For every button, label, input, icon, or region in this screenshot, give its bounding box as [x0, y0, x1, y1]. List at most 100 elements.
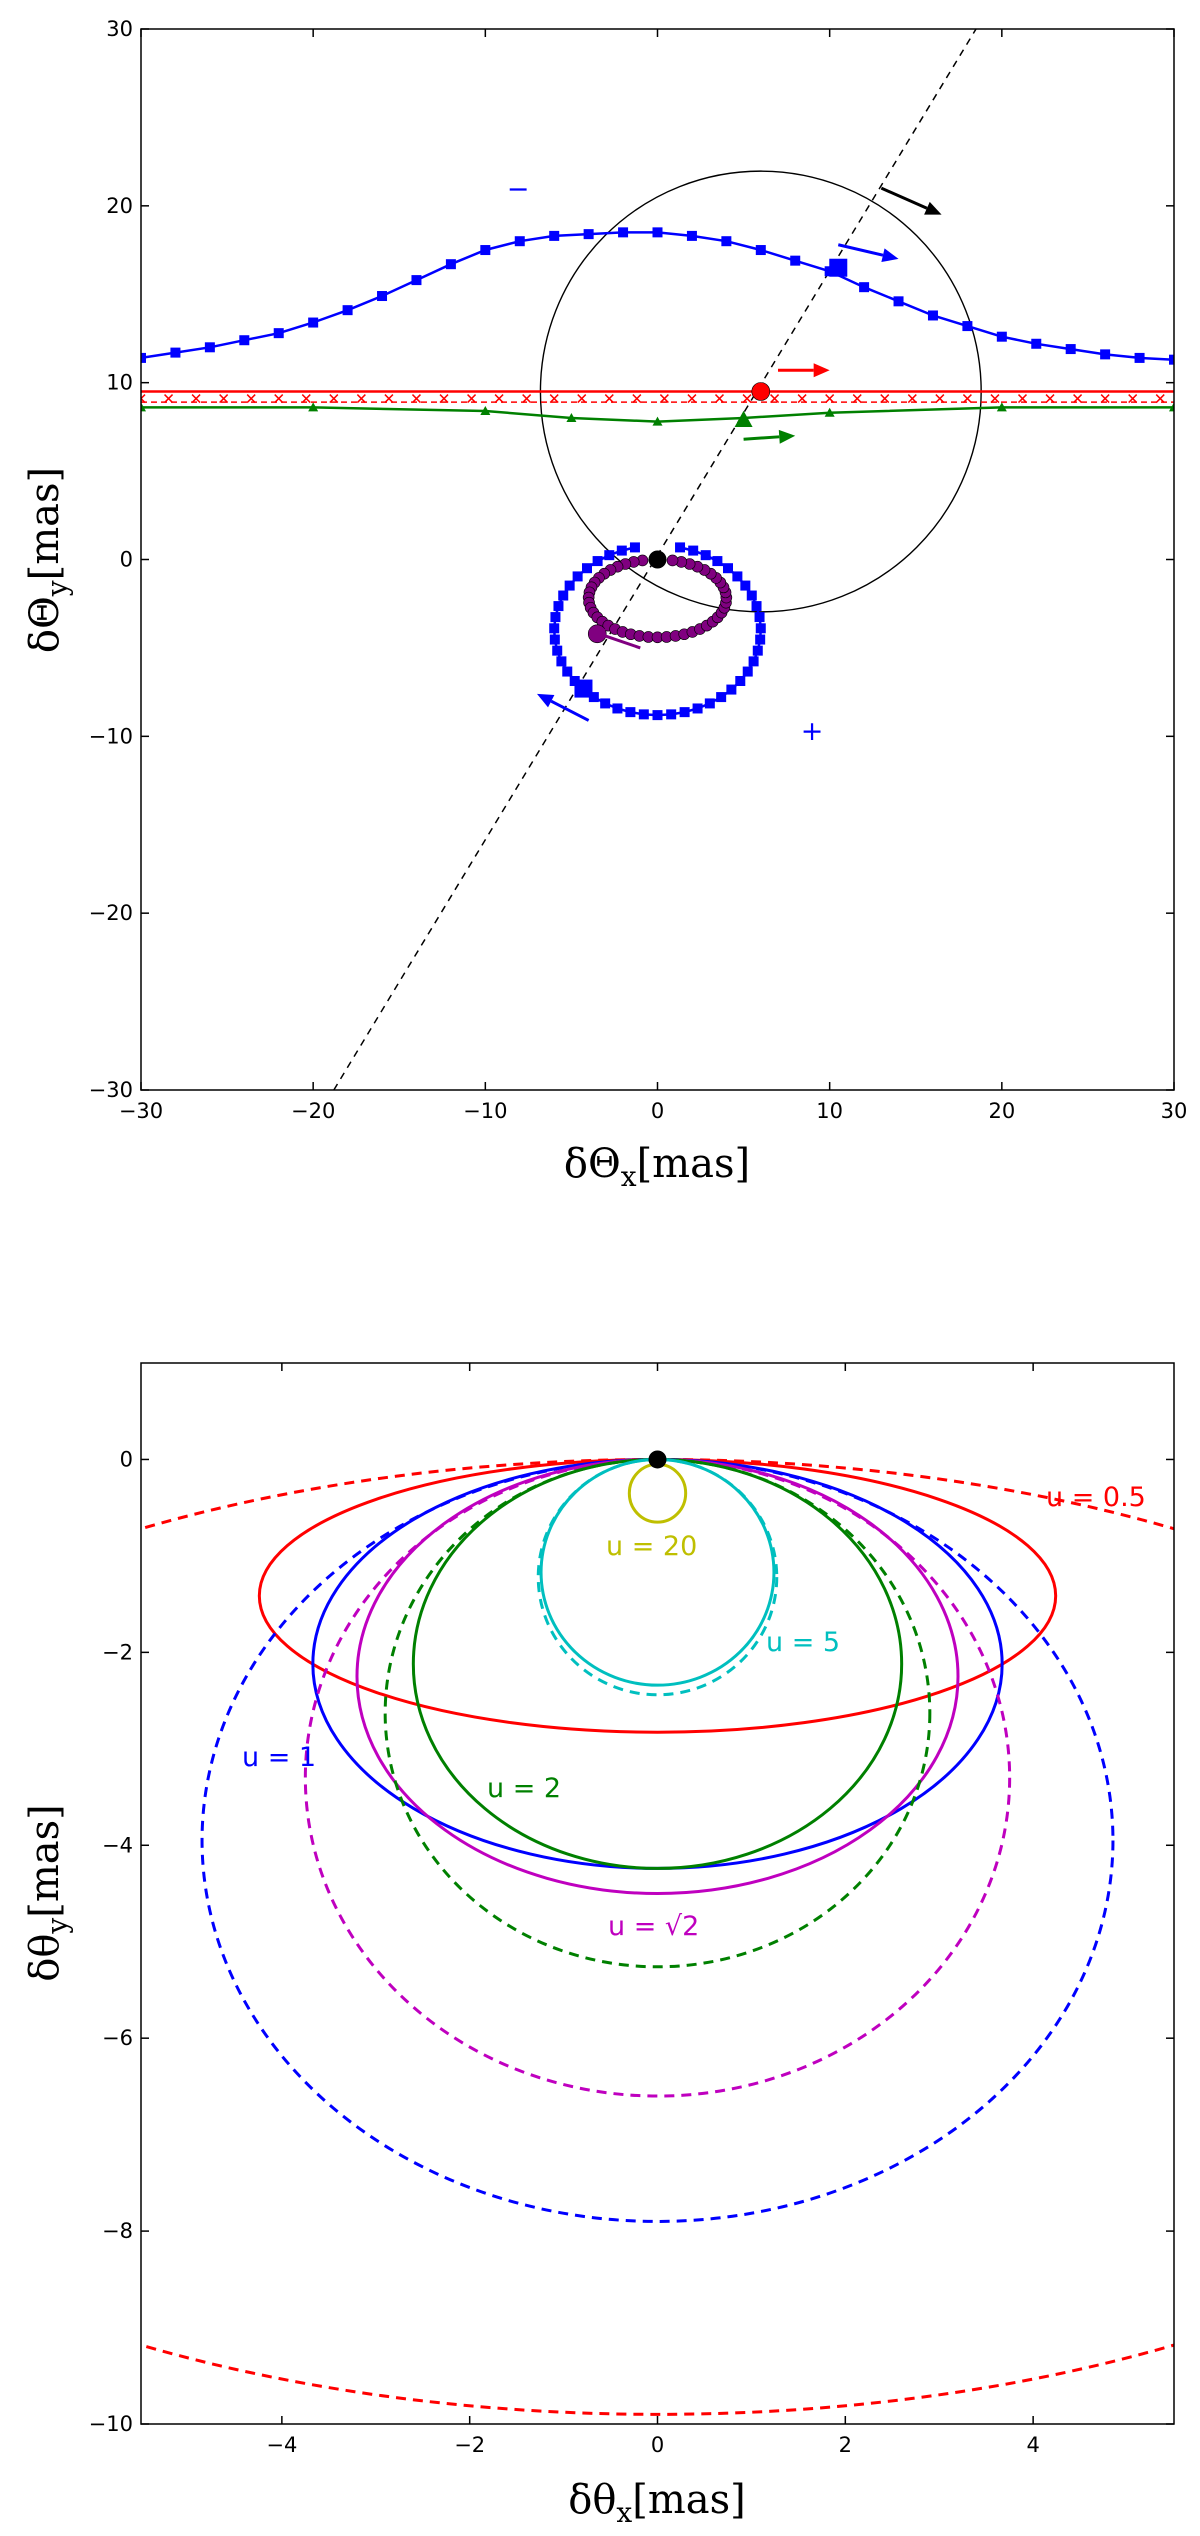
dashed-ellipse-2 [303, 1457, 1012, 2098]
dashed-ellipse-4 [536, 1457, 779, 1697]
source-marker [522, 394, 532, 404]
x-tick-label: 30 [1161, 1099, 1188, 1123]
motion-arrow-0-head [924, 201, 942, 215]
source-marker [935, 394, 945, 404]
series-marker [752, 645, 763, 656]
dashed-ellipse-3 [383, 1457, 932, 1969]
series-marker [514, 236, 525, 247]
source-marker [246, 394, 256, 404]
y-tick-label: −10 [89, 2412, 133, 2436]
series-marker [566, 413, 577, 423]
source-marker [577, 394, 587, 404]
source-marker [797, 394, 807, 404]
series-marker [700, 550, 711, 561]
series-marker [273, 328, 284, 339]
source-marker [714, 394, 725, 404]
source-marker [549, 394, 559, 404]
source-marker [880, 394, 890, 404]
series-marker [748, 656, 759, 667]
lens-path-line [333, 29, 977, 1090]
y-tick-label: −30 [89, 1078, 133, 1102]
motion-arrow-4-head [588, 628, 607, 643]
source-marker [1128, 394, 1138, 404]
series-line-0 [141, 231, 1174, 361]
source-marker [825, 394, 835, 404]
series-marker [204, 342, 215, 353]
series-marker [692, 703, 703, 714]
series-marker [652, 416, 663, 426]
x-tick-label: 4 [1026, 2433, 1039, 2457]
motion-arrow-0-shaft [880, 186, 928, 210]
top-plot-panel: −30 −20 −10 0 10 20 30 −30 −20 −10 0 10 20 30 − + δΘx… [22, 17, 1187, 1193]
solid-ellipse-2 [355, 1457, 960, 1896]
series-marker [679, 707, 690, 718]
series-marker [755, 623, 766, 634]
label-u-sqrt2: u = √2 [608, 1911, 699, 1942]
series-marker [604, 550, 615, 561]
series-marker [556, 656, 567, 667]
source-marker [274, 394, 284, 404]
series-marker [735, 676, 746, 687]
series-marker [411, 275, 422, 286]
series-marker [712, 556, 723, 567]
highlight-point [574, 679, 593, 698]
y-tick-label: −4 [102, 1833, 133, 1857]
series-marker [480, 245, 491, 256]
y-tick-label: −10 [89, 724, 133, 748]
bottom-plot-area [141, 1450, 1174, 2416]
source-marker [164, 394, 174, 404]
bottom-x-axis-label: δθx[mas] [568, 2477, 745, 2529]
series-marker [666, 709, 677, 720]
series-marker [688, 545, 699, 556]
motion-arrow-3-shaft [743, 435, 780, 441]
top-axis-ticks: −30 −20 −10 0 10 20 30 −30 −20 −10 0 10 20 30 [89, 17, 1188, 1123]
motion-arrow-1-head [881, 248, 899, 263]
motion-arrow-4-shaft [603, 633, 641, 650]
series-marker [1169, 402, 1174, 412]
series-marker [170, 347, 181, 358]
y-tick-label: −2 [102, 1640, 133, 1664]
y-tick-label: 0 [120, 548, 133, 572]
series-marker [480, 405, 491, 415]
series-marker [927, 310, 938, 321]
series-marker [592, 556, 603, 567]
source-marker [632, 394, 642, 404]
series-marker [141, 352, 146, 363]
label-u-0-5: u = 0.5 [1046, 1482, 1146, 1513]
source-marker [356, 394, 366, 404]
highlight-point [734, 410, 753, 428]
source-marker [467, 394, 477, 404]
series-marker [746, 590, 757, 601]
series-marker [755, 245, 766, 256]
source-marker [852, 394, 862, 404]
series-marker [549, 634, 560, 645]
series-marker [549, 623, 560, 634]
y-tick-label: 10 [106, 371, 133, 395]
series-marker [550, 612, 561, 623]
series-marker [893, 296, 904, 307]
solid-ellipse-4 [539, 1457, 776, 1687]
source-marker [329, 394, 339, 404]
y-tick-label: −20 [89, 901, 133, 925]
motion-arrow-1-shaft [837, 243, 884, 257]
source-marker [219, 394, 229, 404]
series-marker [686, 230, 697, 241]
top-y-axis-label: δΘy[mas] [22, 467, 74, 653]
series-marker [558, 590, 569, 601]
source-marker [141, 394, 146, 404]
series-marker [583, 229, 594, 240]
label-u-5: u = 5 [766, 1627, 840, 1658]
series-marker [716, 692, 727, 703]
source-marker [301, 394, 311, 404]
lens-dot [648, 1450, 667, 1469]
source-marker [604, 394, 614, 404]
source-marker [907, 394, 917, 404]
series-marker [704, 698, 715, 709]
source-marker [191, 394, 201, 404]
minus-image-label: − [507, 174, 530, 205]
x-tick-label: −20 [291, 1099, 335, 1123]
x-tick-label: 2 [839, 2433, 852, 2457]
series-marker [377, 291, 388, 302]
series-marker [553, 601, 564, 612]
